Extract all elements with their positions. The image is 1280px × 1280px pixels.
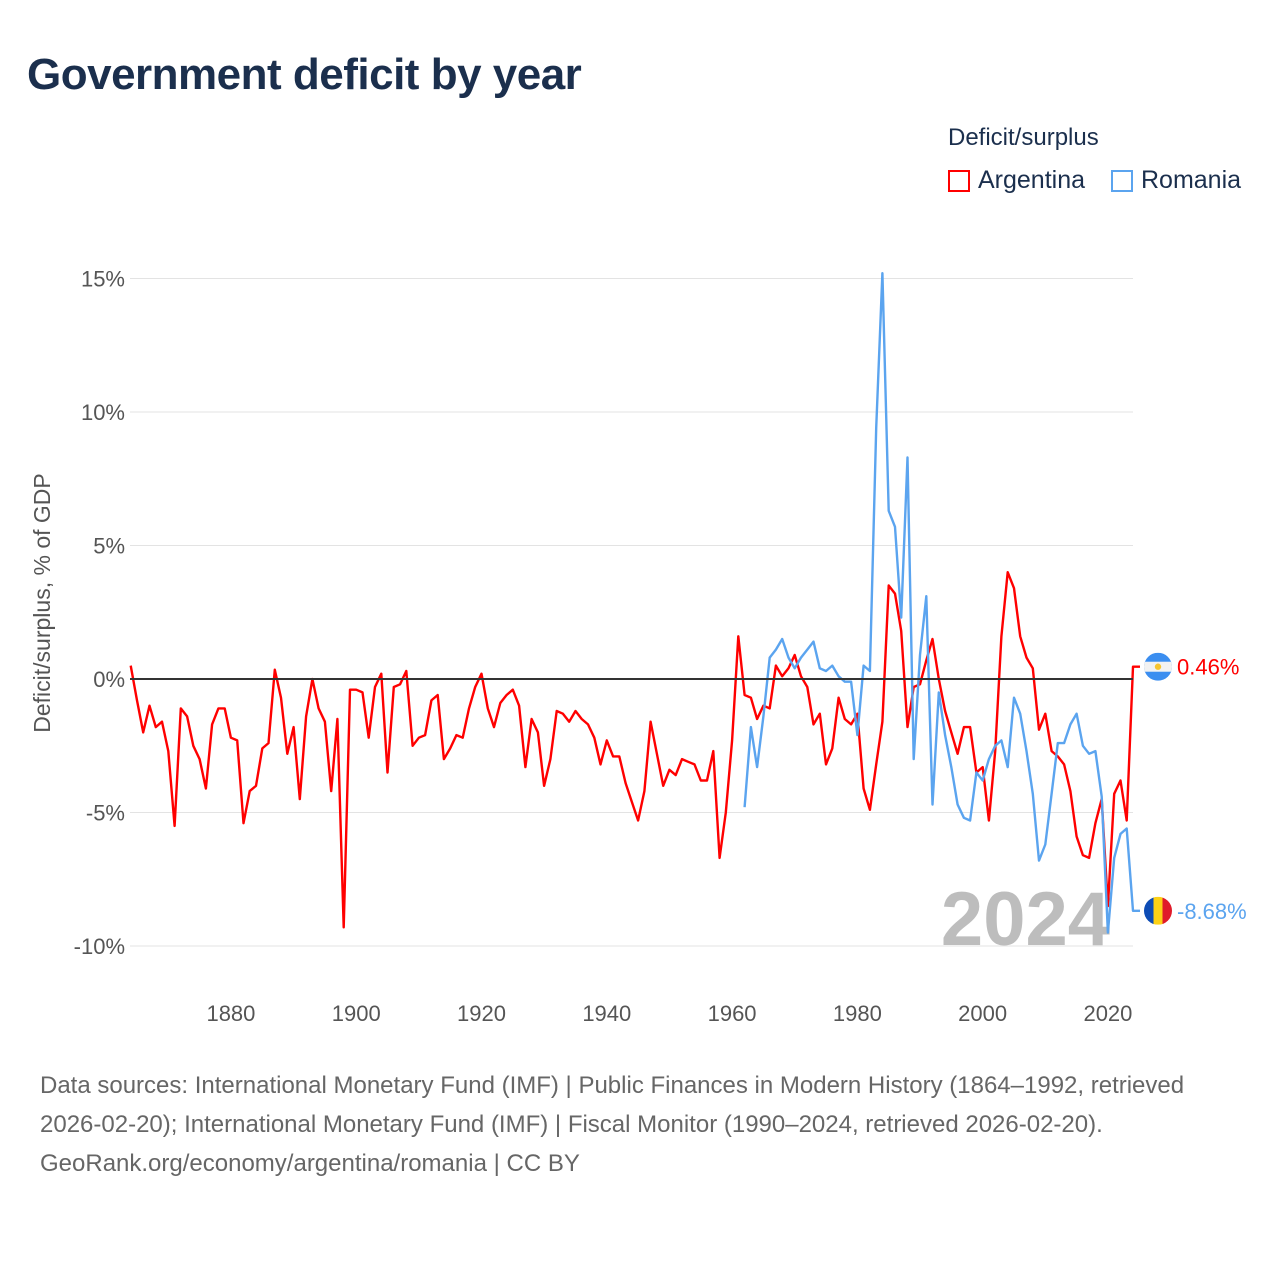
y-tick-label: 15% [81, 267, 125, 292]
x-tick-label: 1920 [457, 1001, 506, 1026]
x-tick-label: 1880 [206, 1001, 255, 1026]
argentina-flag-icon [1144, 652, 1172, 681]
credit-link[interactable]: GeoRank.org/economy/argentina/romania | … [40, 1150, 580, 1177]
x-tick-label: 1900 [332, 1001, 381, 1026]
current-year-label: 2024 [941, 877, 1110, 962]
x-tick-label: 2020 [1083, 1001, 1132, 1026]
legend-title: Deficit/surplus [948, 124, 1099, 151]
footer: Data sources: International Monetary Fun… [40, 1066, 1240, 1183]
x-tick-label: 2000 [958, 1001, 1007, 1026]
legend-label-argentina: Argentina [978, 166, 1086, 194]
y-tick-label: 5% [93, 534, 125, 559]
legend-swatch-romania [1111, 169, 1133, 192]
x-tick-label: 1940 [582, 1001, 631, 1026]
y-tick-label: -10% [74, 934, 125, 959]
legend-item-romania[interactable]: Romania [1111, 166, 1241, 195]
x-tick-label: 1960 [708, 1001, 757, 1026]
data-sources: Data sources: International Monetary Fun… [40, 1072, 1185, 1138]
legend-label-romania: Romania [1141, 166, 1242, 194]
y-tick-label: -5% [86, 801, 125, 826]
y-tick-label: 10% [81, 400, 125, 425]
legend-item-argentina[interactable]: Argentina [948, 166, 1085, 195]
end-value-label-argentina: 0.46% [1177, 655, 1239, 680]
y-tick-label: 0% [93, 667, 125, 692]
legend-swatch-argentina [948, 169, 970, 192]
end-value-label-romania: -8.68% [1177, 899, 1247, 924]
y-axis-title: Deficit/surplus, % of GDP [29, 473, 55, 732]
x-tick-label: 1980 [833, 1001, 882, 1026]
page-title: Government deficit by year [27, 50, 582, 99]
romania-flag-icon [1144, 896, 1172, 925]
series-line-argentina[interactable] [129, 571, 1140, 929]
series-line-romania[interactable] [743, 272, 1140, 934]
